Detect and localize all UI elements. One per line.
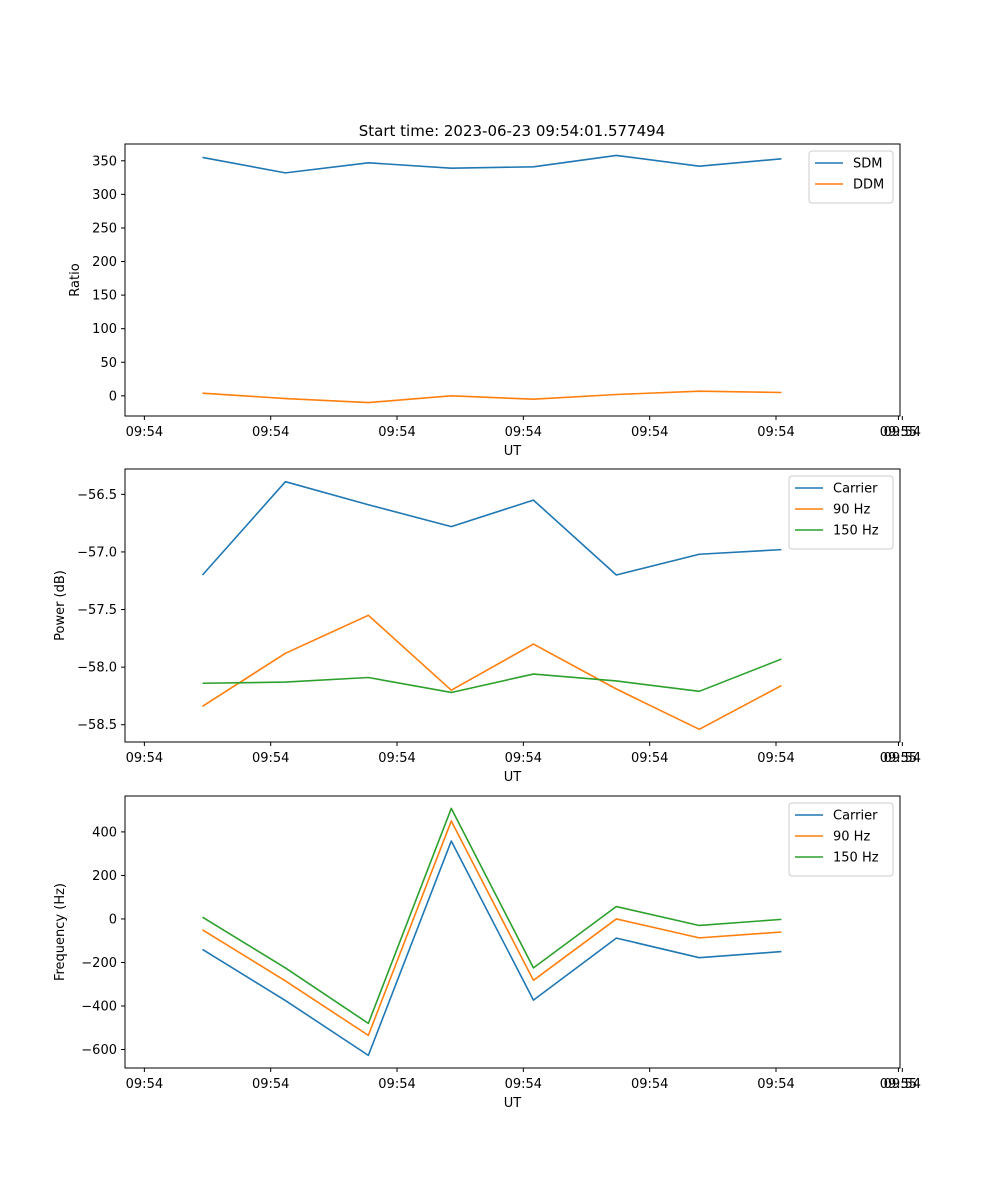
y-tick-label: 200 [92, 255, 117, 270]
x-tick-label: 09:55 [880, 751, 917, 766]
series-line-carrier [201, 480, 782, 576]
legend: Carrier 90 Hz 150 Hz [788, 475, 894, 550]
legend-label: SDM [853, 157, 882, 172]
legend-label: 150 Hz [833, 524, 879, 539]
x-tick-label: 09:54 [757, 425, 794, 440]
axes-frame [124, 143, 901, 417]
x-axis-label: UT [504, 770, 522, 785]
y-tick-label: −600 [81, 1043, 117, 1058]
y-tick-label: 350 [92, 154, 117, 169]
x-tick-label: 09:54 [884, 1077, 921, 1092]
subplot-2: 09:54 09:54 09:54 09:54 09:54 09:54 09:5409:55… [53, 468, 921, 785]
y-tick-label: 150 [92, 289, 117, 304]
x-tick-label: 09:54 [378, 425, 415, 440]
y-axis-label: Power (dB) [53, 570, 68, 641]
series-line-150-hz [202, 658, 782, 694]
y-tick-label: 200 [92, 869, 117, 884]
y-tick-label: −57.5 [77, 603, 117, 618]
x-axis-label: UT [504, 1096, 522, 1111]
x-tick-label: 09:54 [252, 1077, 289, 1092]
legend-label: 150 Hz [833, 851, 879, 866]
series-line-ddm [202, 390, 782, 404]
x-tick-label: 09:54 [252, 425, 289, 440]
x-tick-label: 09:54 [505, 1077, 542, 1092]
series-line-90-hz [202, 614, 782, 731]
series-line-150-hz [202, 807, 782, 1025]
axes-frame [124, 468, 901, 743]
x-tick-label: 09:54 [757, 751, 794, 766]
y-axis-label: Frequency (Hz) [53, 883, 68, 981]
figure-title: Start time: 2023-06-23 09:54:01.577494 [359, 122, 665, 140]
x-tick-label: 09:54 [252, 751, 289, 766]
x-tick-label: 09:54 [884, 425, 921, 440]
x-tick-label: 09:54 [631, 751, 668, 766]
legend-label: 90 Hz [833, 503, 870, 518]
y-tick-label: 300 [92, 188, 117, 203]
plots-container: 09:54 09:54 09:54 09:54 09:54 09:54 09:5409:55… [53, 143, 921, 1111]
series-line-carrier [202, 840, 782, 1057]
x-axis-label: UT [504, 444, 522, 459]
y-tick-label: 0 [109, 912, 117, 927]
x-tick-label: 09:54 [505, 751, 542, 766]
subplot-3: 09:54 09:54 09:54 09:54 09:54 09:54 09:5409:55… [53, 795, 921, 1111]
x-tick-label: 09:54 [631, 425, 668, 440]
x-tick-label: 09:54 [126, 1077, 163, 1092]
y-tick-label: −58.0 [77, 661, 117, 676]
y-tick-label: 0 [109, 389, 117, 404]
legend-box [808, 150, 894, 204]
series-line-sdm [202, 154, 782, 174]
legend-label: 90 Hz [833, 830, 870, 845]
y-tick-label: 100 [92, 322, 117, 337]
legend: Carrier 90 Hz 150 Hz [788, 802, 894, 877]
y-tick-label: −56.5 [77, 488, 117, 503]
y-tick-label: −200 [81, 956, 117, 971]
axes-frame [124, 795, 901, 1069]
legend: SDM DDM [808, 150, 894, 204]
x-tick-label: 09:54 [378, 1077, 415, 1092]
x-tick-label: 09:54 [631, 1077, 668, 1092]
x-tick-label: 09:54 [884, 751, 921, 766]
subplot-1: 09:54 09:54 09:54 09:54 09:54 09:54 09:5409:55… [68, 143, 921, 459]
series-line-90-hz [202, 820, 782, 1037]
x-tick-label: 09:55 [880, 425, 917, 440]
y-tick-label: 50 [100, 356, 117, 371]
legend-label: Carrier [833, 809, 878, 824]
y-axis-label: Ratio [68, 263, 83, 296]
x-tick-label: 09:54 [505, 425, 542, 440]
y-tick-label: 250 [92, 221, 117, 236]
x-tick-label: 09:54 [126, 425, 163, 440]
y-tick-label: −400 [81, 999, 117, 1014]
x-tick-label: 09:54 [378, 751, 415, 766]
x-tick-label: 09:54 [757, 1077, 794, 1092]
x-tick-label: 09:54 [126, 751, 163, 766]
y-tick-label: −57.0 [77, 545, 117, 560]
x-tick-label: 09:55 [880, 1077, 917, 1092]
y-tick-label: −58.5 [77, 718, 117, 733]
legend-label: Carrier [833, 482, 878, 497]
legend-label: DDM [853, 178, 884, 193]
y-tick-label: 400 [92, 825, 117, 840]
